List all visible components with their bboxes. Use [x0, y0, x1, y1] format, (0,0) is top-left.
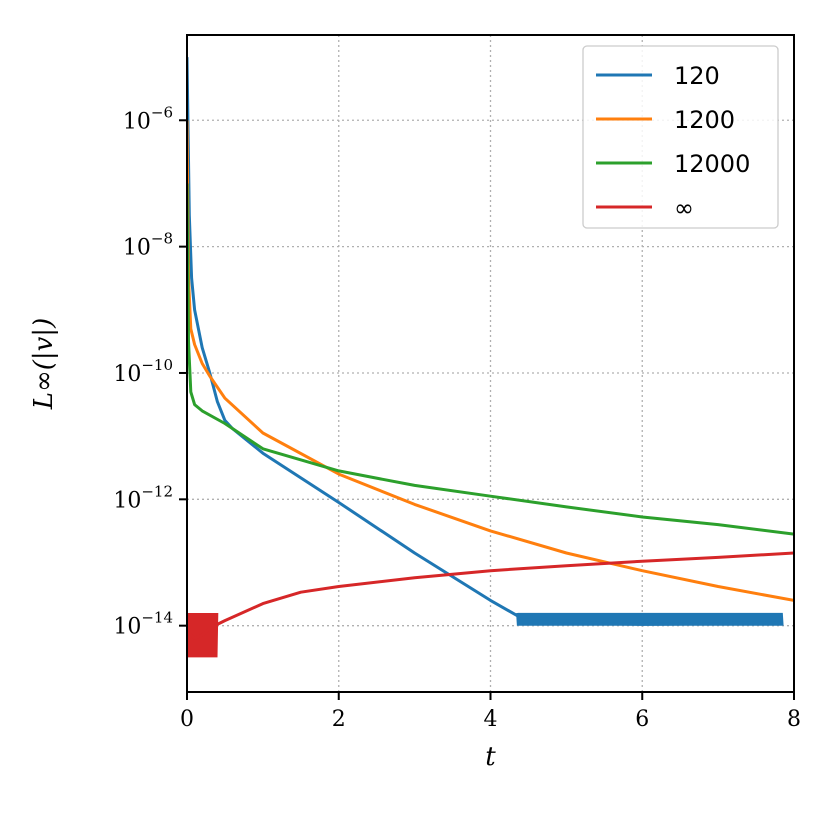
legend-label: ∞ — [674, 194, 694, 222]
legend: 120 1200 12000 ∞ — [582, 45, 779, 229]
series-line — [187, 57, 783, 626]
y-tick-label: 10−12 — [113, 482, 173, 513]
x-tick-label: 4 — [484, 707, 498, 732]
y-tick-label: 10−10 — [113, 356, 173, 387]
x-tick-label: 2 — [332, 707, 346, 732]
series-lines — [187, 57, 794, 658]
x-axis-label: t — [485, 742, 496, 772]
legend-label: 1200 — [674, 106, 735, 134]
legend-frame — [582, 45, 779, 229]
series-group — [187, 57, 794, 658]
x-tick-label: 8 — [787, 707, 801, 732]
y-axis-label-text: L∞(|v|) — [29, 318, 59, 410]
x-axis-label-text: t — [485, 742, 496, 772]
y-tick-exponent: −8 — [151, 230, 173, 248]
y-tick-label: 10−14 — [113, 609, 173, 640]
legend-label: 12000 — [674, 150, 750, 178]
series-line — [187, 183, 794, 536]
y-tick-exponent: −6 — [151, 103, 173, 121]
y-tick-exponent: −14 — [141, 609, 173, 627]
series-noise-band — [187, 612, 219, 658]
y-tick-exponent: −10 — [141, 356, 173, 374]
legend-label: 120 — [674, 62, 720, 90]
series-line — [187, 551, 794, 640]
y-tick-exponent: −12 — [141, 482, 173, 500]
y-tick-label: 10−8 — [123, 230, 173, 261]
y-axis-label: L∞(|v|) — [29, 318, 59, 410]
series-line — [187, 120, 794, 602]
x-tick-label: 6 — [635, 707, 649, 732]
x-tick-label: 0 — [180, 707, 194, 732]
y-tick-label: 10−6 — [123, 103, 173, 134]
